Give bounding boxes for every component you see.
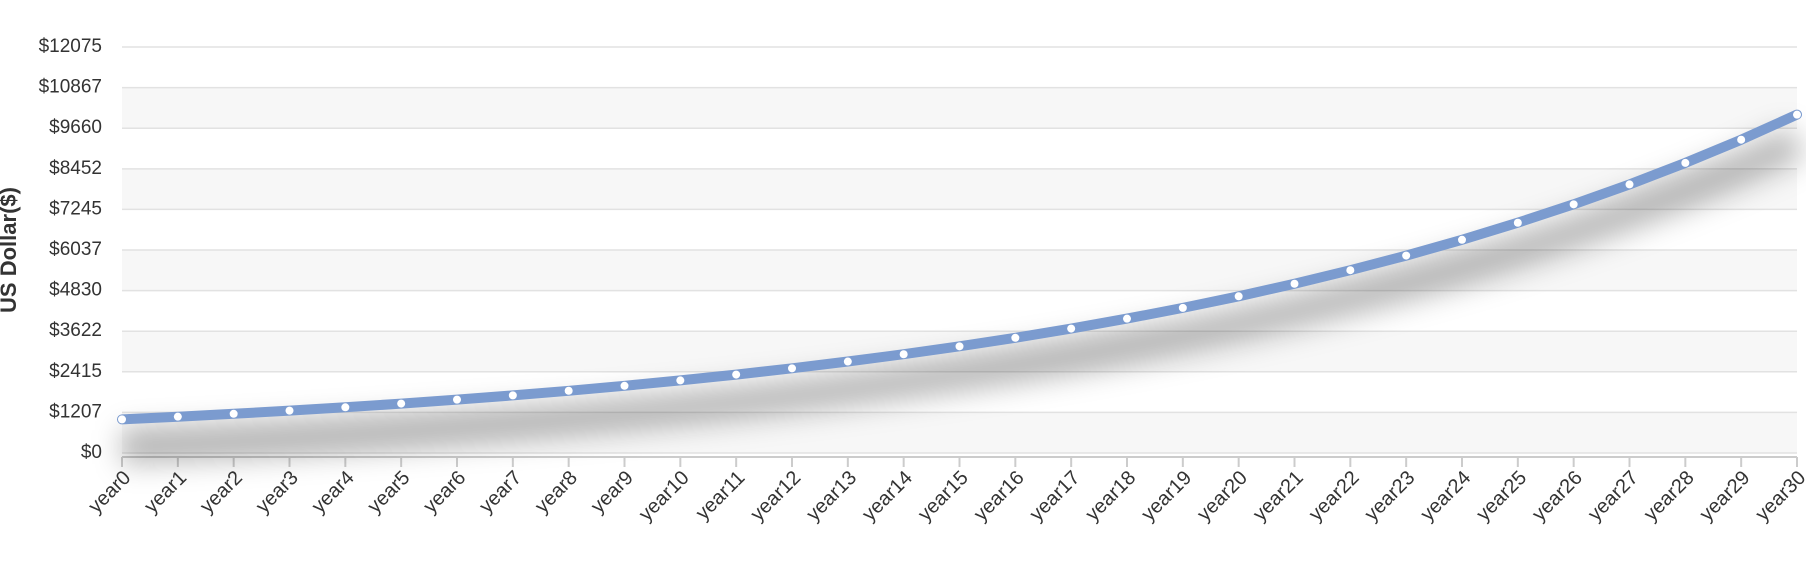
point: [1569, 200, 1578, 209]
point: [1290, 279, 1299, 288]
y-tick-label: $9660: [49, 117, 102, 138]
x-tick-label: year27: [1584, 467, 1643, 526]
x-tick-label: year17: [1026, 467, 1085, 526]
point: [1123, 314, 1131, 323]
y-tick-label: $4830: [49, 280, 102, 301]
point: [1346, 266, 1355, 275]
point: [899, 350, 908, 359]
point: [118, 415, 126, 424]
point: [1011, 333, 1020, 342]
x-tick-label: year7: [475, 467, 526, 518]
y-tick-label: $2415: [49, 361, 102, 382]
point: [620, 381, 629, 390]
x-tick-label: year2: [196, 467, 247, 518]
y-tick-label: $10867: [39, 77, 102, 98]
y-tick-label: $6037: [49, 239, 102, 260]
line-shadow: [121, 127, 1804, 465]
x-tick-label: year19: [1137, 467, 1196, 526]
x-tick-label: year4: [308, 467, 359, 518]
x-tick-label: year5: [364, 467, 415, 518]
point: [229, 409, 238, 418]
point: [1513, 218, 1522, 227]
point: [285, 406, 294, 415]
x-tick-label: year18: [1081, 467, 1140, 526]
x-tick-label: year15: [914, 467, 973, 526]
x-tick-label: year9: [587, 467, 638, 518]
x-tick-label: year13: [802, 467, 861, 526]
y-tick-label: $7245: [49, 198, 102, 219]
y-tick-label: $12075: [39, 36, 102, 57]
point: [1067, 324, 1076, 333]
x-tick-label: year21: [1249, 467, 1308, 526]
point: [397, 399, 406, 408]
plot-band: [122, 87, 1797, 129]
x-tick-label: year10: [635, 467, 694, 526]
y-tick-label: $1207: [49, 401, 102, 422]
point: [1625, 180, 1634, 189]
y-axis-title: US Dollar($): [0, 187, 21, 313]
x-tick-label: year12: [746, 467, 805, 526]
x-tick-label: year6: [419, 467, 470, 518]
x-tick-label: year1: [140, 467, 191, 518]
point: [453, 395, 461, 404]
point: [1178, 303, 1187, 312]
point: [1737, 135, 1746, 144]
x-tick-label: year23: [1361, 467, 1420, 526]
point: [676, 376, 685, 385]
point: [508, 391, 517, 400]
series: [117, 109, 1804, 465]
point: [1458, 235, 1466, 244]
point: [1681, 158, 1690, 167]
x-tick-label: year20: [1193, 467, 1252, 526]
y-tick-label: $8452: [49, 158, 102, 179]
point: [1402, 251, 1411, 260]
x-tick-label: year24: [1416, 467, 1475, 526]
point: [564, 386, 573, 395]
x-tick-label: year3: [252, 467, 303, 518]
y-tick-label: $0: [81, 442, 102, 463]
x-tick-label: year29: [1696, 467, 1755, 526]
y-tick-label: $3622: [49, 320, 102, 341]
x-tick-label: year28: [1640, 467, 1699, 526]
x-tick-label: year26: [1528, 467, 1587, 526]
grid: [121, 46, 1798, 467]
x-tick-label: year25: [1472, 467, 1531, 526]
point: [173, 412, 182, 421]
x-tick-label: year22: [1305, 467, 1364, 526]
point: [732, 370, 741, 379]
x-tick-label: year14: [858, 467, 917, 526]
x-tick-label: year30: [1751, 467, 1806, 526]
x-tick-label: year11: [692, 467, 750, 525]
x-tick-label: year0: [84, 467, 135, 518]
point: [955, 342, 964, 351]
point: [341, 403, 350, 412]
plot-band: [122, 168, 1797, 210]
x-tick-label: year8: [531, 467, 582, 518]
point: [1793, 110, 1801, 119]
point: [788, 364, 796, 373]
point: [843, 357, 852, 366]
point: [1234, 292, 1243, 301]
x-tick-label: year16: [970, 467, 1029, 526]
plot-bands: [122, 87, 1797, 453]
